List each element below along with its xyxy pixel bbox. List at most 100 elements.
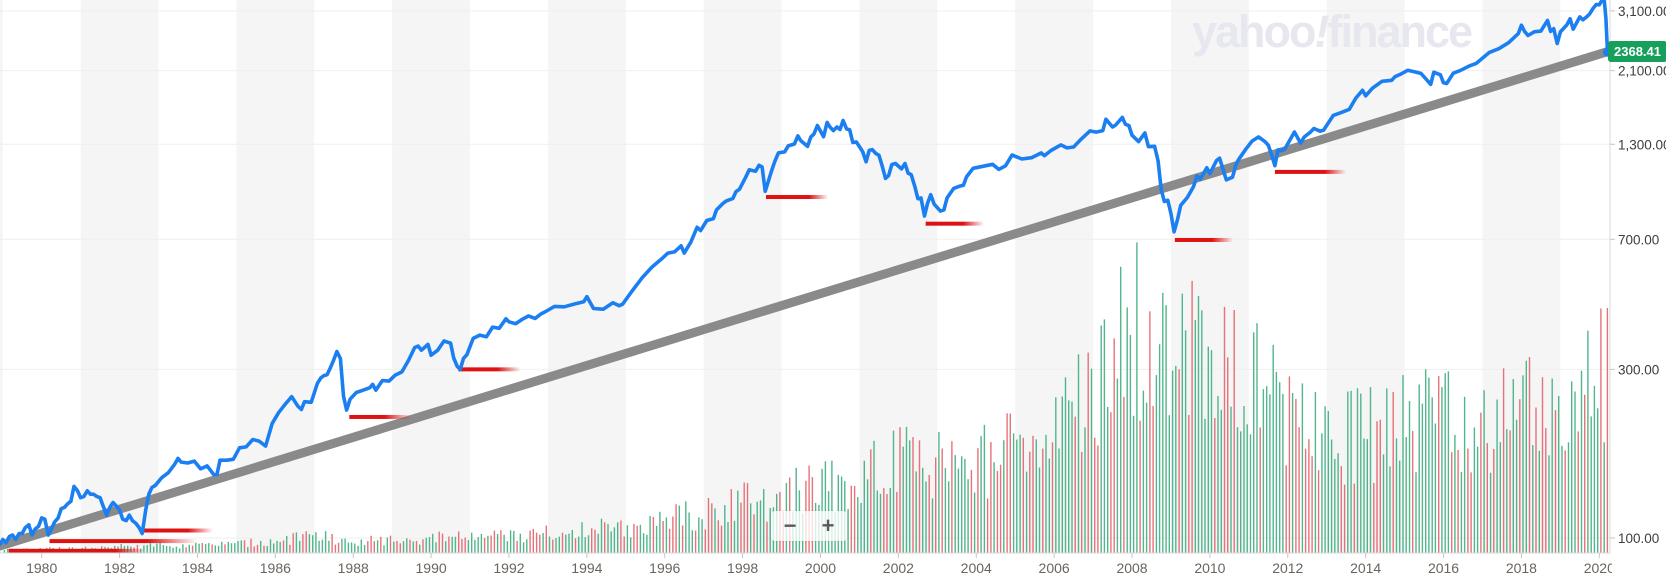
- volume-bar: [419, 544, 421, 553]
- volume-bar: [1081, 452, 1083, 553]
- volume-bar: [1275, 372, 1278, 553]
- volume-bar: [509, 530, 512, 553]
- volume-bar: [516, 540, 518, 553]
- volume-bar: [1188, 415, 1190, 553]
- volume-bar: [337, 542, 340, 553]
- volume-bar: [542, 533, 544, 553]
- volume-bar: [1038, 467, 1041, 553]
- volume-bar: [889, 487, 891, 553]
- volume-bar: [1496, 399, 1498, 553]
- zoom-out-button[interactable]: −: [771, 511, 809, 541]
- volume-bar: [1243, 406, 1245, 553]
- drawdown-marker: [8, 548, 145, 553]
- volume-bar: [1259, 427, 1261, 553]
- plus-icon: +: [821, 513, 835, 538]
- volume-bar: [1389, 466, 1391, 553]
- volume-bar: [247, 547, 249, 553]
- volume-bar: [1590, 416, 1592, 553]
- volume-bar: [931, 498, 934, 553]
- drawdown-marker: [1274, 169, 1347, 174]
- volume-bar: [1266, 386, 1268, 553]
- volume-bar: [503, 534, 505, 553]
- volume-bar: [393, 541, 395, 553]
- volume-bar: [240, 540, 242, 553]
- volume-bar: [617, 522, 619, 553]
- drawdown-marker: [349, 414, 412, 419]
- volume-bar: [237, 541, 239, 553]
- volume-bar: [957, 468, 960, 553]
- volume-bar: [169, 546, 171, 553]
- volume-bar: [146, 544, 148, 553]
- volume-bar: [928, 474, 930, 553]
- volume-bar: [944, 468, 947, 553]
- volume-bar: [561, 532, 564, 553]
- volume-bar: [1217, 395, 1219, 553]
- volume-bar: [724, 505, 726, 553]
- volume-bar: [370, 535, 372, 553]
- volume-bar: [1129, 335, 1132, 553]
- x-axis-tick-label: 2002: [883, 560, 914, 576]
- volume-bar: [1441, 387, 1443, 553]
- volume-bar: [354, 543, 356, 553]
- volume-bar: [451, 536, 453, 553]
- volume-bar: [1230, 406, 1232, 553]
- volume-bar: [279, 541, 281, 553]
- volume-bar: [1253, 332, 1255, 553]
- volume-bar: [532, 528, 534, 553]
- volume-bar: [347, 542, 350, 553]
- volume-bar: [545, 525, 547, 553]
- volume-bar: [191, 545, 194, 553]
- volume-bar: [188, 544, 190, 553]
- volume-bar: [3, 550, 6, 553]
- price-line: [0, 0, 1610, 547]
- last-price-badge: 2368.41: [1608, 41, 1666, 62]
- volume-bar: [1460, 471, 1463, 553]
- volume-bar: [678, 505, 680, 553]
- volume-bar: [688, 512, 690, 553]
- volume-bar: [467, 540, 470, 553]
- volume-bar: [448, 536, 450, 553]
- volume-bar: [866, 479, 869, 553]
- volume-bar: [1571, 381, 1573, 553]
- volume-bar: [941, 448, 943, 553]
- volume-bar: [552, 539, 554, 553]
- volume-bar: [753, 514, 755, 553]
- volume-bar: [1382, 454, 1385, 553]
- volume-bar: [795, 467, 797, 553]
- volume-bar: [1191, 280, 1193, 553]
- volume-bar: [986, 498, 989, 553]
- volume-bar: [1454, 434, 1456, 553]
- volume-bar: [185, 547, 187, 553]
- zoom-in-button[interactable]: +: [809, 511, 847, 541]
- volume-bar: [406, 538, 408, 553]
- volume-bar: [282, 540, 285, 553]
- volume-bar: [256, 544, 259, 553]
- volume-bar: [269, 539, 272, 553]
- volume-bar: [642, 533, 645, 553]
- volume-bar: [1564, 450, 1566, 553]
- volume-bar: [831, 460, 833, 553]
- volume-bar: [1110, 412, 1112, 553]
- volume-bar: [938, 432, 940, 553]
- volume-bar: [1554, 410, 1557, 553]
- volume-bar: [980, 436, 982, 553]
- volume-bar: [879, 493, 882, 553]
- volume-bar: [659, 511, 661, 553]
- volume-bar: [967, 479, 969, 553]
- volume-bar: [1194, 320, 1196, 553]
- volume-bar: [204, 544, 207, 553]
- volume-bar: [1136, 242, 1138, 553]
- volume-bar: [1220, 409, 1222, 553]
- volume-bar: [201, 543, 203, 553]
- drawdown-marker: [458, 367, 521, 372]
- volume-bar: [539, 534, 541, 553]
- volume-bar: [600, 518, 603, 553]
- volume-bar: [639, 524, 642, 553]
- volume-bar: [1600, 308, 1602, 553]
- volume-bar: [993, 462, 995, 553]
- volume-bar: [1327, 410, 1329, 553]
- x-axis-tick-label: 2012: [1272, 560, 1303, 576]
- volume-bar: [1214, 418, 1216, 553]
